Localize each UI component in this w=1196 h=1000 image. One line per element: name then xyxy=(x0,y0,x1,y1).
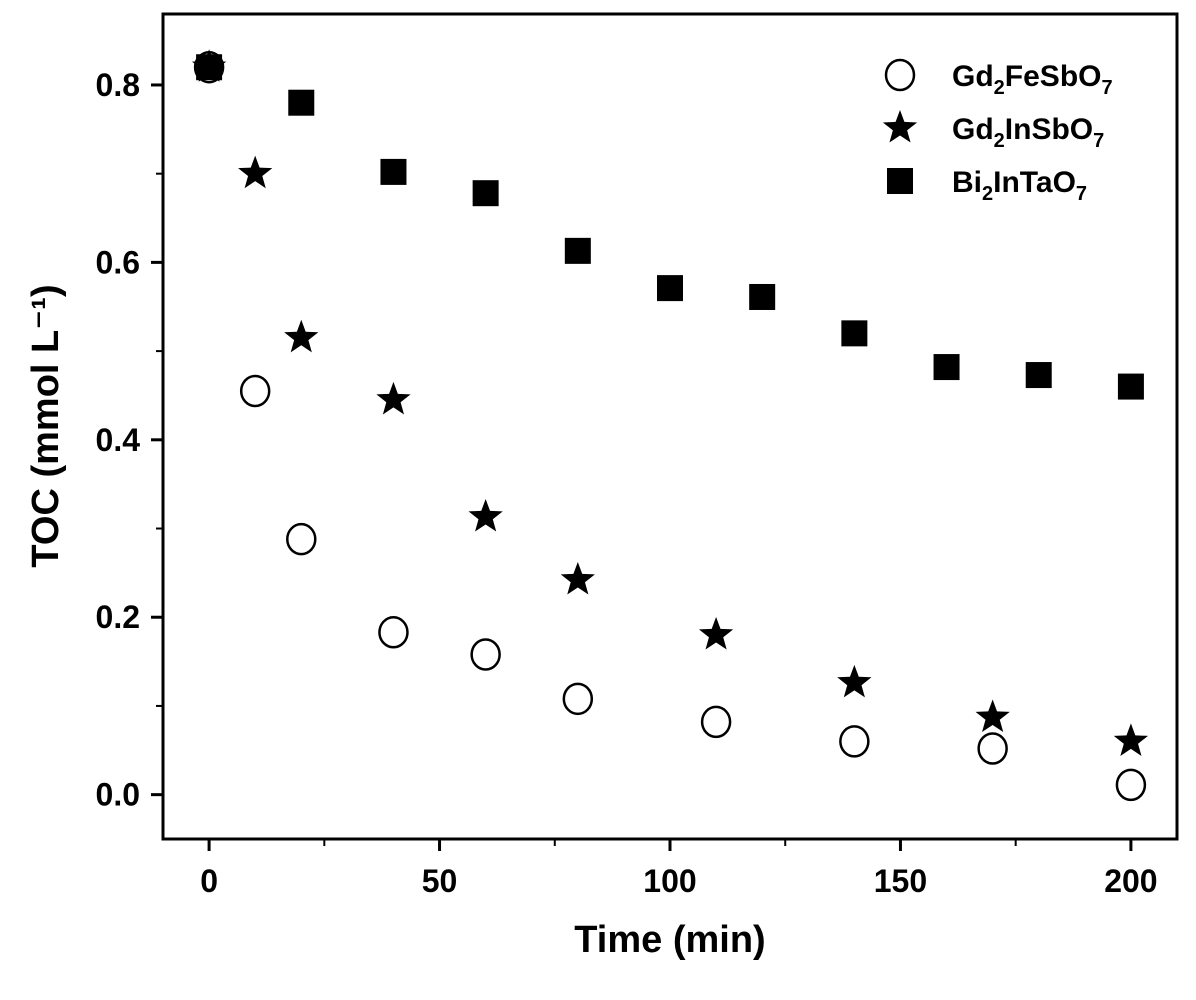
x-tick-label: 150 xyxy=(874,863,927,899)
data-point xyxy=(560,561,595,595)
y-tick-label: 0.6 xyxy=(96,244,140,280)
data-point xyxy=(472,180,499,207)
axis-tick-labels: 0 50 100 150 200 0.0 0.2 0.4 0.6 0.8 xyxy=(96,67,1158,899)
data-point xyxy=(841,320,868,347)
legend-label: Gd2InSbO7 xyxy=(952,113,1104,152)
data-points xyxy=(191,49,1149,802)
data-point xyxy=(1025,362,1052,389)
y-tick-label: 0.0 xyxy=(96,777,140,813)
data-point xyxy=(286,522,317,556)
data-point xyxy=(288,89,315,116)
data-point xyxy=(837,664,872,698)
legend-label: Bi2InTaO7 xyxy=(952,166,1087,205)
series-Bi2InTaO7 xyxy=(196,54,1144,400)
data-point xyxy=(975,699,1010,733)
y-tick-label: 0.4 xyxy=(96,422,141,458)
data-point xyxy=(380,158,407,185)
legend: Gd2FeSbO7 Gd2InSbO7 Bi2InTaO7 xyxy=(882,58,1113,205)
series-Gd2FeSbO7 xyxy=(193,50,1147,802)
data-point xyxy=(657,275,683,302)
x-tick-label: 0 xyxy=(200,863,218,899)
x-tick-label: 50 xyxy=(422,863,458,899)
data-point xyxy=(839,725,870,758)
axis-ticks xyxy=(151,83,1133,851)
data-point xyxy=(1115,768,1147,802)
data-point xyxy=(284,319,319,353)
y-tick-label: 0.8 xyxy=(96,67,140,103)
data-point xyxy=(933,354,960,381)
y-axis-label: TOC (mmol L⁻¹) xyxy=(25,284,67,567)
data-point xyxy=(238,155,273,189)
data-point xyxy=(196,54,223,81)
data-point xyxy=(468,498,503,532)
data-point xyxy=(698,616,734,650)
data-point xyxy=(1117,373,1144,400)
legend-marker xyxy=(882,110,918,143)
data-point xyxy=(564,237,591,264)
data-point xyxy=(977,732,1008,765)
data-point xyxy=(470,638,501,671)
data-point xyxy=(376,381,411,415)
data-point xyxy=(239,374,271,408)
x-axis-label: Time (min) xyxy=(574,919,765,961)
data-point xyxy=(562,682,594,716)
y-tick-label: 0.2 xyxy=(96,599,140,635)
x-tick-label: 100 xyxy=(643,863,696,899)
legend-marker xyxy=(884,58,916,92)
data-point xyxy=(378,616,409,649)
series-Gd2InSbO7 xyxy=(191,49,1149,756)
x-tick-label: 200 xyxy=(1104,863,1157,899)
data-point xyxy=(700,705,732,739)
legend-marker xyxy=(887,168,913,194)
data-point xyxy=(749,283,776,310)
legend-label: Gd2FeSbO7 xyxy=(952,60,1113,99)
data-point xyxy=(1113,723,1149,756)
